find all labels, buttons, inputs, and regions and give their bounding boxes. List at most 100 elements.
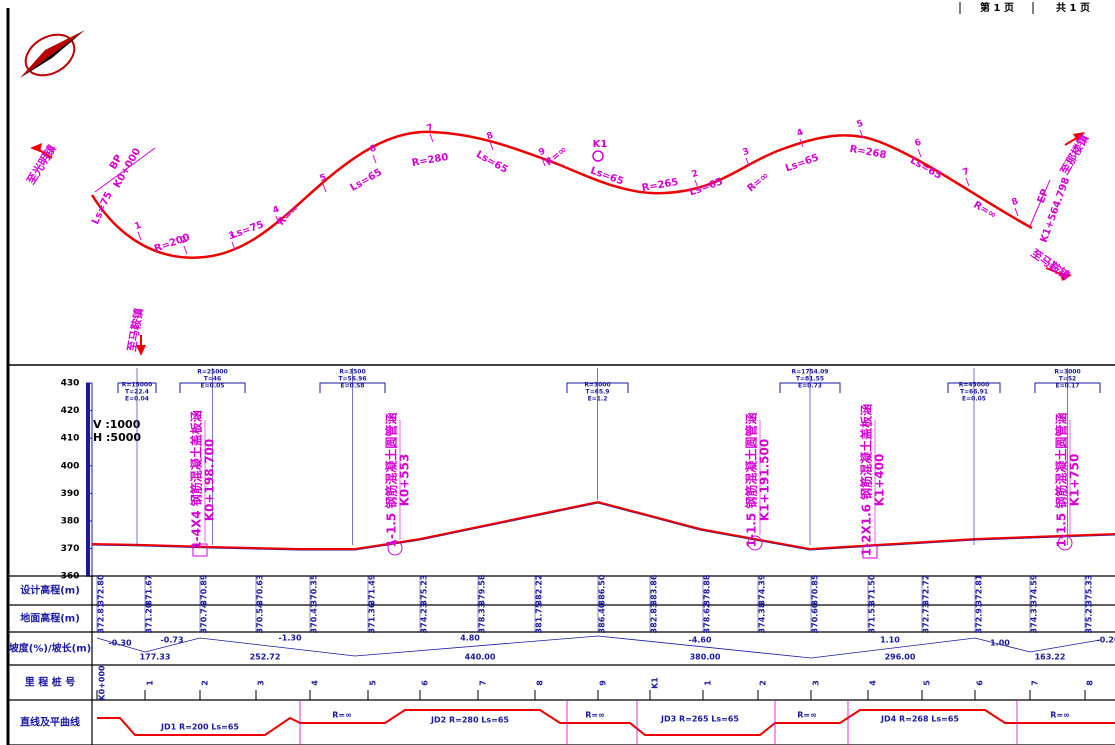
vertical-curve-text: T=56.96 [338,376,366,383]
ground-elevation: 370.54 [256,602,265,633]
vertical-curve-text: E=0.05 [962,396,986,403]
slope: -0.20 [1096,636,1115,645]
curve-label: JD1 R=200 Ls=65 [160,723,239,732]
vertical-curve-text: T=46 [204,376,221,383]
y-axis-label: 370 [61,544,80,554]
station-label: 7 [1031,680,1040,686]
page-total: 共 1 页 [1056,1,1090,14]
vertical-curve-text: R=45000 [959,382,990,389]
design-elevation: 375.23 [420,575,429,606]
ground-elevation: 375.21 [1085,602,1094,633]
structure-name: 1-1.5 钢筋混凝土圆管涵 [1054,413,1069,548]
y-axis-label: 390 [61,489,80,499]
design-elevation: 386.50 [598,574,607,605]
station-label: 7 [479,680,488,686]
station-label: 8 [536,680,545,686]
y-axis-label: 360 [61,572,80,582]
design-elevation: 374.39 [758,574,767,605]
curve-label: R=∞ [1050,711,1070,720]
vertical-curve-text: E=0.58 [341,383,365,390]
station-label: 4 [869,680,878,686]
design-elevation: 374.59 [1030,574,1039,605]
design-elevation: 371.67 [145,575,154,606]
design-elevation: 375.33 [1085,575,1094,606]
design-elevation: 370.89 [200,574,209,605]
structure-station: K0+198.700 [203,439,217,521]
curve-label: R=∞ [797,711,817,720]
station-label: K0+000 [98,665,107,701]
y-axis-label: 420 [61,406,80,416]
ground-elevation: 372.73 [922,603,931,634]
profile-axis-bar [86,383,90,576]
slope: -0.73 [160,636,183,645]
y-axis-label: 400 [61,461,80,471]
slope: -0.30 [108,639,131,648]
structure-name: 1-2X1.6 钢筋混凝土盖板涵 [859,404,874,556]
ground-elevation: 370.41 [310,602,319,633]
row-header: 地面高程(m) [20,612,80,625]
design-elevation: 370.35 [310,574,319,605]
structure-name: 1-4X4 钢筋混凝土盖板涵 [189,410,204,549]
curve-label: R=∞ [585,711,605,720]
vertical-curve-text: R=1754.09 [792,369,829,376]
slope-length: 163.22 [1035,653,1066,662]
slope: -1.30 [278,634,301,643]
ground-elevation: 370.60 [811,602,820,633]
design-elevation: 371.50 [868,574,877,605]
curve-label: JD4 R=268 Ls=65 [880,715,959,724]
vertical-curve-text: R=25000 [197,369,228,376]
station-label: 6 [976,680,985,686]
structure-station: K1+750 [1068,454,1082,507]
structure-station: K1+191.500 [758,439,772,521]
station-label: 2 [201,680,210,686]
slope: 4.80 [460,634,480,643]
curve-label: JD2 R=280 Ls=65 [430,716,509,725]
vertical-curve-text: E=0.73 [798,383,822,390]
station-label: 3 [812,680,821,686]
station-label: 3 [257,680,266,686]
station-label: K1 [651,677,660,689]
design-elevation: 372.72 [922,575,931,606]
structure-station: K1+400 [873,454,887,507]
ground-elevation: 382.83 [650,603,659,634]
design-elevation: 371.49 [368,574,377,605]
row-header: 坡度(%)/坡长(m) [9,642,91,655]
station-label: 5 [923,680,932,686]
vertical-curve-text: R=15000 [122,382,153,389]
station-label: 6 [421,680,430,686]
ground-elevation: 381.75 [535,602,544,633]
drawing: 第 1 页共 1 页至光明镇至那楼镇至马鞍镇至马鞍镇BPK0+000Ls=75R… [0,0,1115,745]
station-label: 1 [146,680,155,686]
vertical-curve-text: E=0.17 [1056,383,1080,390]
design-elevation: 372.80 [97,574,106,605]
vertical-curve-text: T=81.55 [796,376,824,383]
slope: 1.10 [880,636,900,645]
curve-label: JD3 R=265 Ls=65 [660,715,739,724]
ground-elevation: 371.20 [145,602,154,633]
curve-label: R=∞ [332,711,352,720]
structure-name: 1-1.5 钢筋混凝土圆管涵 [744,413,759,548]
station-label: 8 [1086,680,1095,686]
structure-name: 1-1.5 钢筋混凝土圆管涵 [384,413,399,548]
design-elevation: 378.88 [703,574,712,605]
slope-length: 296.00 [885,653,916,662]
design-elevation: 379.58 [478,574,487,605]
slope-length: 252.72 [250,653,281,662]
y-axis-label: 380 [61,517,80,527]
vertical-curve-text: T=52 [1059,376,1076,383]
y-axis-label: 410 [61,434,80,444]
station-label: 4 [311,680,320,686]
vertical-curve-text: E=1.2 [588,396,608,403]
vertical-curve-text: R=3000 [1054,369,1080,376]
page-number: 第 1 页 [980,1,1014,14]
design-elevation: 370.63 [256,575,265,606]
slope-length: 440.00 [465,653,496,662]
station-label: 2 [759,680,768,686]
vertical-curve-text: T=66.91 [960,389,988,396]
ground-elevation: 374.31 [1030,602,1039,633]
slope-length: 177.33 [140,653,171,662]
y-axis-label: 430 [61,379,80,389]
ground-elevation: 386.40 [598,602,607,633]
ground-elevation: 370.74 [200,602,209,633]
plan-label: K1 [593,139,608,150]
